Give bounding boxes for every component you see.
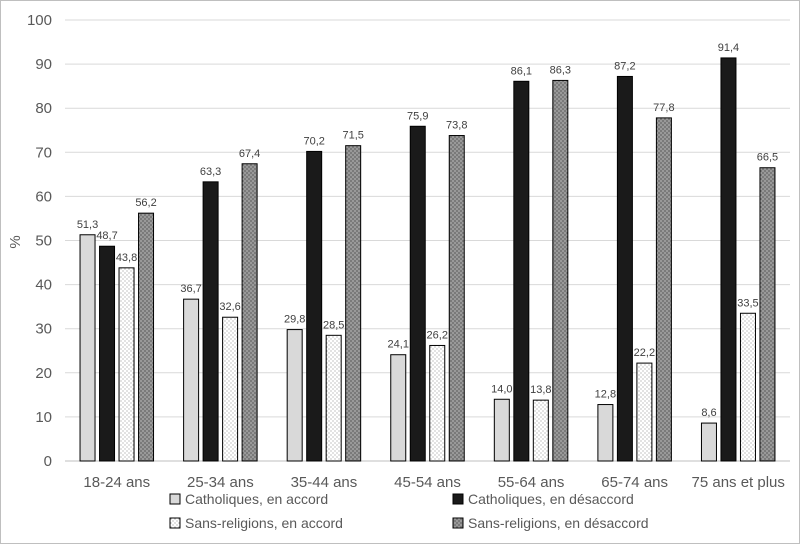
y-tick-label: 90	[35, 56, 52, 73]
legend-swatch	[452, 517, 464, 529]
data-label: 66,5	[757, 152, 778, 164]
data-label: 77,8	[653, 102, 674, 114]
bar	[759, 167, 776, 462]
bar	[552, 79, 569, 462]
y-tick-label: 60	[35, 188, 52, 205]
bar	[183, 298, 200, 462]
data-label: 14,0	[491, 383, 512, 395]
x-tick-label: 65-74 ans	[601, 474, 668, 491]
y-tick-label: 0	[44, 453, 52, 470]
data-labels: 51,348,7 43,8 56,2 36,7 63,3 32,6 67,4 29,8 70,2…	[77, 42, 778, 419]
data-label: 67,4	[239, 148, 260, 160]
bar	[222, 316, 239, 462]
bar	[409, 125, 426, 462]
bar	[79, 234, 96, 462]
bar	[306, 150, 323, 462]
y-tick-label: 20	[35, 365, 52, 382]
bar	[202, 181, 219, 462]
bar	[99, 245, 116, 462]
bar	[138, 212, 155, 462]
bar	[390, 354, 407, 462]
x-tick-label: 45-54 ans	[394, 474, 461, 491]
data-label: 8,6	[701, 407, 716, 419]
data-label: 86,1	[511, 65, 532, 77]
data-label: 12,8	[595, 389, 616, 401]
bar	[513, 80, 530, 462]
y-tick-label: 50	[35, 233, 52, 250]
data-label: 87,2	[614, 60, 635, 72]
data-label: 71,5	[342, 130, 363, 142]
y-tick-label: 100	[27, 12, 52, 29]
x-tick-label: 18-24 ans	[83, 474, 150, 491]
bar	[597, 404, 614, 462]
data-label: 24,1	[388, 339, 409, 351]
y-tick-label: 70	[35, 144, 52, 161]
legend-label: Sans-religions, en accord	[185, 515, 343, 531]
data-label: 36,7	[180, 283, 201, 295]
bar	[241, 163, 258, 462]
x-tick-label: 55-64 ans	[498, 474, 565, 491]
data-label: 32,6	[219, 301, 240, 313]
y-tick-label: 80	[35, 100, 52, 117]
data-label: 28,5	[323, 319, 344, 331]
data-label: 70,2	[303, 135, 324, 147]
bar	[532, 399, 549, 462]
data-label: 13,8	[530, 384, 551, 396]
legend-swatch	[169, 493, 181, 505]
data-label: 91,4	[718, 42, 739, 54]
data-label: 48,7	[96, 230, 117, 242]
data-label: 29,8	[284, 314, 305, 326]
legend-label: Catholiques, en accord	[185, 491, 328, 507]
bar	[739, 312, 756, 462]
legend-swatch	[452, 493, 464, 505]
bar	[345, 145, 362, 462]
bar	[429, 344, 446, 462]
x-axis: 18-24 ans 25-34 ans 35-44 ans 45-54 ans 55-6…	[83, 474, 784, 491]
x-tick-label: 25-34 ans	[187, 474, 254, 491]
x-tick-label: 75 ans et plus	[692, 474, 785, 491]
y-tick-label: 30	[35, 321, 52, 338]
bar	[700, 422, 717, 462]
bar	[325, 334, 342, 462]
bars	[79, 57, 776, 462]
bar	[655, 117, 672, 462]
x-tick-label: 35-44 ans	[291, 474, 358, 491]
legend-label: Catholiques, en désaccord	[468, 491, 634, 507]
data-label: 73,8	[446, 120, 467, 132]
y-tick-label: 10	[35, 409, 52, 426]
data-label: 86,3	[550, 64, 571, 76]
bar	[493, 398, 510, 462]
gridlines	[65, 19, 790, 462]
y-axis: 0 10 20 30 40 50 60 70 80 90 100	[27, 12, 52, 470]
bar	[636, 362, 653, 462]
bar	[448, 135, 465, 462]
legend: Catholiques, en accord Catholiques, en dé…	[169, 491, 649, 531]
bar	[616, 75, 633, 462]
bar	[118, 267, 135, 462]
data-label: 51,3	[77, 219, 98, 231]
data-label: 75,9	[407, 110, 428, 122]
data-label: 56,2	[135, 197, 156, 209]
bar	[720, 57, 737, 462]
data-label: 43,8	[116, 252, 137, 264]
data-label: 26,2	[427, 329, 448, 341]
legend-swatch	[169, 517, 181, 529]
data-label: 33,5	[737, 297, 758, 309]
y-axis-label: %	[7, 235, 24, 248]
legend-label: Sans-religions, en désaccord	[468, 515, 649, 531]
data-label: 63,3	[200, 166, 221, 178]
data-label: 22,2	[634, 347, 655, 359]
y-tick-label: 40	[35, 277, 52, 294]
bar	[286, 329, 303, 462]
